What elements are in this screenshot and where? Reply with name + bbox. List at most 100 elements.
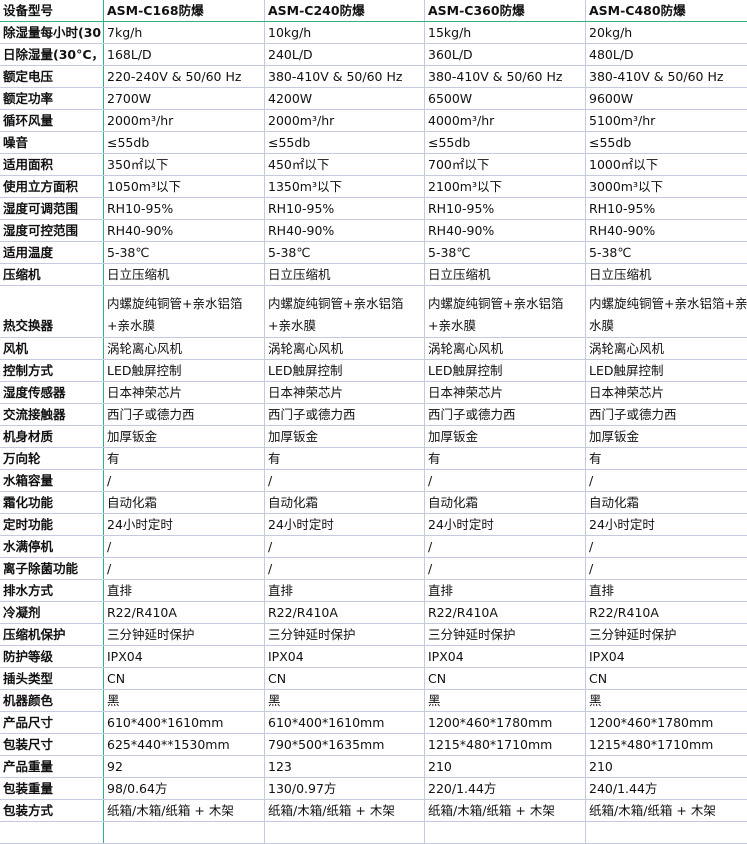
empty-cell: [265, 822, 425, 844]
row-label: 交流接触器: [0, 404, 104, 426]
cell-value: RH10-95%: [586, 198, 747, 220]
row-label: 包装尺寸: [0, 734, 104, 756]
cell-value: 黑: [265, 690, 425, 712]
table-row: 水箱容量////: [0, 470, 747, 492]
row-label: 冷凝剂: [0, 602, 104, 624]
cell-value: 黑: [586, 690, 747, 712]
cell-value: 7kg/h: [104, 22, 265, 44]
cell-value: 10kg/h: [265, 22, 425, 44]
cell-value: 日立压缩机: [425, 264, 586, 286]
cell-value: 380-410V & 50/60 Hz: [586, 66, 747, 88]
cell-value: 纸箱/木箱/纸箱 + 木架: [104, 800, 265, 822]
row-label: 水箱容量: [0, 470, 104, 492]
cell-value: 日本神荣芯片: [104, 382, 265, 404]
cell-value: 内螺旋纯铜管+亲水铝箔+亲水膜: [586, 286, 747, 338]
cell-value: /: [425, 558, 586, 580]
cell-value: 5-38℃: [425, 242, 586, 264]
cell-value: RH10-95%: [265, 198, 425, 220]
row-label: 包装方式: [0, 800, 104, 822]
row-label: 防护等级: [0, 646, 104, 668]
cell-value: 加厚钣金: [265, 426, 425, 448]
table-row: 噪音≤55db≤55db≤55db≤55db: [0, 132, 747, 154]
cell-value: 日立压缩机: [586, 264, 747, 286]
cell-value: 自动化霜: [265, 492, 425, 514]
cell-value: 2100m³以下: [425, 176, 586, 198]
cell-value: 三分钟延时保护: [265, 624, 425, 646]
row-label: 霜化功能: [0, 492, 104, 514]
row-label: 适用面积: [0, 154, 104, 176]
cell-value: 130/0.97方: [265, 778, 425, 800]
cell-value: 1215*480*1710mm: [425, 734, 586, 756]
cell-value: 1050m³以下: [104, 176, 265, 198]
table-row: 机身材质加厚钣金加厚钣金加厚钣金加厚钣金: [0, 426, 747, 448]
cell-value: 日本神荣芯片: [425, 382, 586, 404]
row-label: 压缩机: [0, 264, 104, 286]
cell-value: 210: [586, 756, 747, 778]
cell-value: 自动化霜: [586, 492, 747, 514]
cell-value: 加厚钣金: [425, 426, 586, 448]
cell-value: 380-410V & 50/60 Hz: [265, 66, 425, 88]
cell-value: 黑: [104, 690, 265, 712]
cell-value: 日立压缩机: [104, 264, 265, 286]
cell-value: 日立压缩机: [265, 264, 425, 286]
cell-value: 自动化霜: [425, 492, 586, 514]
cell-value: 360L/D: [425, 44, 586, 66]
cell-value: 三分钟延时保护: [586, 624, 747, 646]
cell-value: /: [425, 536, 586, 558]
row-label: 产品重量: [0, 756, 104, 778]
cell-value: 5-38℃: [586, 242, 747, 264]
cell-value: 黑: [425, 690, 586, 712]
cell-value: /: [586, 470, 747, 492]
empty-cell: [425, 822, 586, 844]
model-header: ASM-C240防爆: [265, 0, 425, 22]
cell-value: /: [265, 470, 425, 492]
cell-value: 240L/D: [265, 44, 425, 66]
row-label: 压缩机保护: [0, 624, 104, 646]
table-row: 湿度传感器日本神荣芯片日本神荣芯片日本神荣芯片日本神荣芯片: [0, 382, 747, 404]
row-label: 插头类型: [0, 668, 104, 690]
cell-value: 直排: [586, 580, 747, 602]
row-label: 水满停机: [0, 536, 104, 558]
table-row: 万向轮有有有有: [0, 448, 747, 470]
empty-cell: [586, 822, 747, 844]
row-label: 额定功率: [0, 88, 104, 110]
cell-value: 内螺旋纯铜管+亲水铝箔+亲水膜: [425, 286, 586, 338]
cell-value: 2700W: [104, 88, 265, 110]
cell-value: 6500W: [425, 88, 586, 110]
row-label: 产品尺寸: [0, 712, 104, 734]
cell-value: IPX04: [425, 646, 586, 668]
cell-value: 5100m³/hr: [586, 110, 747, 132]
cell-value: RH10-95%: [104, 198, 265, 220]
cell-value: 直排: [265, 580, 425, 602]
model-header: ASM-C360防爆: [425, 0, 586, 22]
cell-value: 涡轮离心风机: [265, 338, 425, 360]
cell-value: 15kg/h: [425, 22, 586, 44]
row-label: 循环风量: [0, 110, 104, 132]
empty-cell: [0, 822, 104, 844]
cell-value: /: [104, 536, 265, 558]
cell-value: 有: [265, 448, 425, 470]
row-label: 日除湿量(30°C，: [0, 44, 104, 66]
row-label: 湿度传感器: [0, 382, 104, 404]
row-label: 控制方式: [0, 360, 104, 382]
cell-value: IPX04: [265, 646, 425, 668]
row-label: 热交换器: [0, 286, 104, 338]
row-label: 使用立方面积: [0, 176, 104, 198]
cell-value: 直排: [425, 580, 586, 602]
table-row: 包装方式纸箱/木箱/纸箱 + 木架纸箱/木箱/纸箱 + 木架纸箱/木箱/纸箱 +…: [0, 800, 747, 822]
empty-cell: [104, 822, 265, 844]
cell-value: 1000㎡以下: [586, 154, 747, 176]
cell-value: R22/R410A: [265, 602, 425, 624]
cell-value: /: [586, 558, 747, 580]
cell-value: 92: [104, 756, 265, 778]
cell-value: 4200W: [265, 88, 425, 110]
cell-value: LED触屏控制: [265, 360, 425, 382]
row-label: 定时功能: [0, 514, 104, 536]
